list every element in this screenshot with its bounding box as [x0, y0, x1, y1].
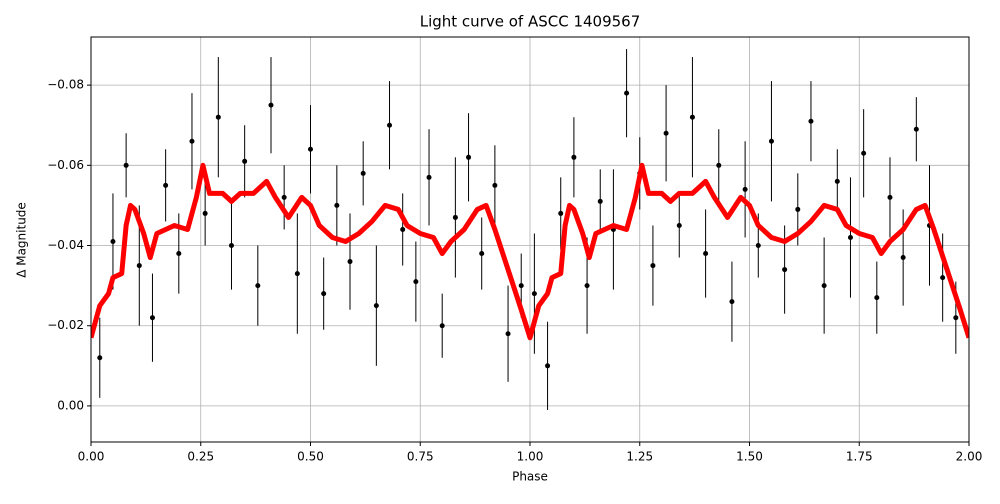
data-point: [400, 226, 406, 232]
data-point: [650, 263, 656, 269]
data-point: [755, 243, 761, 249]
data-point: [874, 295, 880, 301]
x-axis-label: Phase: [512, 470, 548, 484]
data-point: [466, 154, 472, 160]
y-axis-label: Δ Magnitude: [15, 202, 29, 278]
data-point: [689, 114, 695, 120]
data-point: [452, 214, 458, 220]
y-tick-label: −0.06: [47, 158, 84, 172]
data-point: [308, 146, 313, 152]
y-tick-label: −0.08: [47, 78, 84, 92]
x-tick-label: 0.50: [297, 450, 324, 464]
data-point: [584, 283, 590, 289]
x-tick-label: 0.75: [407, 450, 434, 464]
data-point: [716, 162, 722, 168]
data-point: [426, 174, 432, 180]
data-point: [729, 299, 735, 305]
data-point: [321, 291, 327, 297]
data-point: [571, 154, 577, 160]
data-point: [821, 283, 827, 289]
data-point: [228, 243, 234, 249]
data-point: [189, 138, 195, 144]
plot-area: [91, 49, 969, 410]
plot-frame: [90, 36, 970, 443]
data-point: [149, 315, 155, 321]
data-point: [953, 315, 959, 321]
data-point: [782, 267, 788, 273]
x-tick-label: 1.50: [736, 450, 763, 464]
data-point: [136, 263, 142, 269]
data-point: [505, 331, 511, 337]
y-tick-label: −0.04: [47, 238, 84, 252]
data-point: [97, 355, 103, 361]
data-point: [281, 194, 287, 200]
data-point: [294, 271, 300, 277]
data-point: [913, 126, 919, 132]
data-point: [558, 210, 564, 216]
data-point: [742, 186, 748, 192]
data-point: [768, 138, 774, 144]
chart-title: Light curve of ASCC 1409567: [420, 13, 641, 31]
smoothed-curve: [91, 162, 969, 341]
data-point: [163, 182, 169, 188]
data-point: [202, 210, 208, 216]
data-point: [123, 162, 129, 168]
data-point: [663, 130, 669, 136]
data-point: [413, 279, 419, 285]
data-point: [334, 202, 340, 208]
data-point: [518, 283, 524, 289]
data-point: [387, 122, 393, 128]
data-point: [703, 251, 709, 257]
data-point: [439, 323, 445, 329]
y-tick-label: 0.00: [57, 398, 84, 412]
data-point: [479, 251, 485, 257]
data-point: [624, 90, 630, 96]
x-tick-label: 1.25: [626, 450, 653, 464]
data-point: [255, 283, 261, 289]
data-point: [268, 102, 274, 108]
data-point: [847, 234, 853, 240]
data-point: [360, 170, 366, 176]
data-point: [347, 259, 353, 265]
data-point: [492, 182, 498, 188]
x-tick-label: 0.00: [78, 450, 105, 464]
data-point: [940, 275, 946, 281]
x-tick-label: 0.25: [187, 450, 214, 464]
data-point: [676, 222, 682, 228]
data-point: [808, 118, 814, 124]
data-point: [176, 251, 182, 257]
data-point: [887, 194, 893, 200]
x-tick-label: 2.00: [956, 450, 983, 464]
data-point: [795, 206, 801, 212]
x-tick-label: 1.75: [846, 450, 873, 464]
data-point: [545, 363, 551, 369]
data-point: [531, 291, 537, 297]
data-point: [215, 114, 221, 120]
y-tick-label: −0.02: [47, 318, 84, 332]
data-point: [110, 239, 116, 245]
data-point: [861, 150, 867, 156]
x-tick-label: 1.00: [517, 450, 544, 464]
data-point: [834, 178, 840, 184]
data-point: [373, 303, 379, 309]
data-point: [242, 158, 248, 164]
data-point: [900, 255, 906, 261]
data-point: [597, 198, 603, 204]
